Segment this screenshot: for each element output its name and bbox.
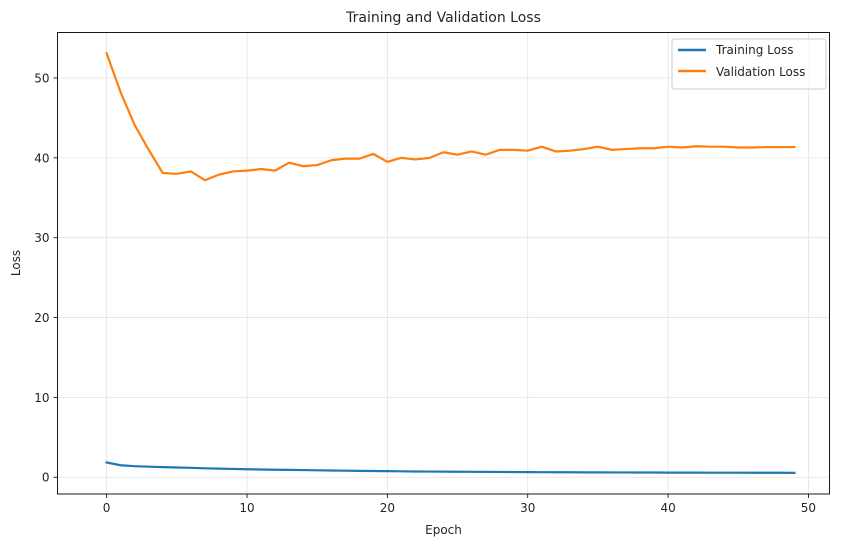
axes: [57, 32, 830, 495]
legend-label-validation-loss: Validation Loss: [716, 65, 805, 79]
x-tick-label: 50: [801, 501, 816, 515]
series-lines: [105, 51, 796, 474]
legend-label-training-loss: Training Loss: [715, 43, 793, 57]
x-axis-label: Epoch: [425, 523, 462, 537]
x-tick-label: 10: [239, 501, 254, 515]
plot-frame: [57, 32, 830, 495]
x-axis-ticks: 0 10 20 30 40 50: [103, 494, 816, 515]
y-axis-ticks: 0 10 20 30 40 50: [34, 72, 58, 485]
chart-title: Training and Validation Loss: [345, 10, 541, 26]
y-tick-label: 10: [34, 391, 49, 405]
y-tick-label: 40: [34, 151, 49, 165]
legend-box: [671, 38, 827, 90]
x-tick-label: 20: [380, 501, 395, 515]
legend: Training Loss Validation Loss: [671, 38, 827, 90]
x-tick-label: 0: [103, 501, 111, 515]
y-axis-label: Loss: [9, 250, 23, 276]
y-tick-label: 0: [42, 471, 50, 485]
y-tick-label: 30: [34, 231, 49, 245]
series-line-training-loss: [105, 461, 796, 474]
y-tick-label: 50: [34, 72, 49, 86]
x-tick-label: 40: [660, 501, 675, 515]
y-tick-label: 20: [34, 311, 49, 325]
grid-lines: [57, 32, 830, 494]
series-line-validation-loss: [105, 51, 796, 182]
x-tick-label: 30: [520, 501, 535, 515]
